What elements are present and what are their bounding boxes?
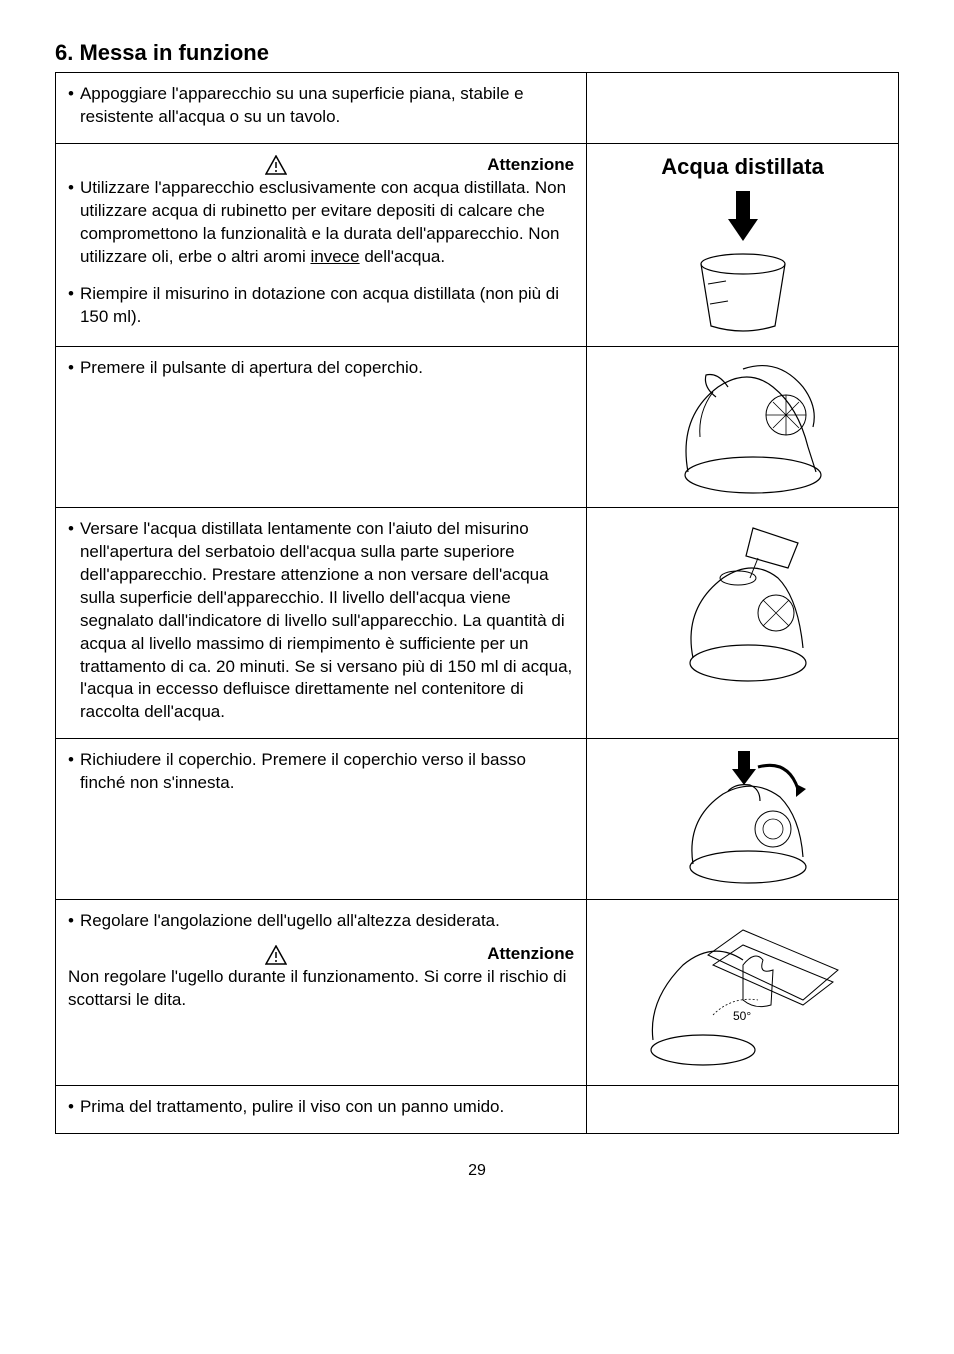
warning-label: Attenzione (487, 943, 574, 966)
bullet-icon: • (68, 357, 74, 380)
cup-arrow-illustration (678, 186, 808, 336)
step-text: Richiudere il coperchio. Premere il cope… (80, 749, 574, 795)
cell-image (587, 739, 899, 900)
page-number: 29 (55, 1162, 899, 1180)
cell-text: Attenzione • Utilizzare l'apparecchio es… (56, 143, 587, 346)
table-row: • Premere il pulsante di apertura del co… (56, 346, 899, 507)
cell-image (587, 346, 899, 507)
cell-image (587, 1086, 899, 1134)
step-text: Riempire il misurino in dotazione con ac… (80, 283, 574, 329)
cell-image: Acqua distillata (587, 143, 899, 346)
step-text: Versare l'acqua distillata lentamente co… (80, 518, 574, 724)
cell-text: • Regolare l'angolazione dell'ugello all… (56, 900, 587, 1086)
cell-image: 50° (587, 900, 899, 1086)
image-heading: Acqua distillata (599, 154, 886, 180)
pour-water-illustration (668, 518, 818, 688)
table-row: • Regolare l'angolazione dell'ugello all… (56, 900, 899, 1086)
cell-text: • Versare l'acqua distillata lentamente … (56, 507, 587, 738)
instructions-table: • Appoggiare l'apparecchio su una superf… (55, 72, 899, 1134)
table-row: • Appoggiare l'apparecchio su una superf… (56, 73, 899, 144)
step-text: Regolare l'angolazione dell'ugello all'a… (80, 910, 574, 933)
bullet-icon: • (68, 1096, 74, 1119)
bullet-icon: • (68, 283, 74, 329)
cell-text: • Prima del trattamento, pulire il viso … (56, 1086, 587, 1134)
table-row: • Versare l'acqua distillata lentamente … (56, 507, 899, 738)
text-fragment: dell'acqua. (360, 247, 445, 266)
warning-icon (265, 155, 287, 175)
table-row: Attenzione • Utilizzare l'apparecchio es… (56, 143, 899, 346)
angle-adjust-illustration: 50° (643, 910, 843, 1075)
step-text: Utilizzare l'apparecchio esclusivamente … (80, 177, 574, 269)
cell-image (587, 73, 899, 144)
bullet-icon: • (68, 518, 74, 724)
section-heading: 6. Messa in funzione (55, 40, 899, 66)
warning-text: Non regolare l'ugello durante il funzion… (68, 966, 574, 1012)
cell-text: • Premere il pulsante di apertura del co… (56, 346, 587, 507)
warning-icon (265, 945, 287, 965)
bullet-icon: • (68, 749, 74, 795)
device-open-illustration (658, 357, 828, 497)
step-text: Premere il pulsante di apertura del cope… (80, 357, 574, 380)
angle-label: 50° (733, 1009, 751, 1023)
step-text: Appoggiare l'apparecchio su una superfic… (80, 83, 574, 129)
table-row: • Richiudere il coperchio. Premere il co… (56, 739, 899, 900)
cell-image (587, 507, 899, 738)
bullet-icon: • (68, 83, 74, 129)
bullet-icon: • (68, 177, 74, 269)
warning-label: Attenzione (487, 154, 574, 177)
cell-text: • Richiudere il coperchio. Premere il co… (56, 739, 587, 900)
underlined-text: invece (310, 247, 359, 266)
table-row: • Prima del trattamento, pulire il viso … (56, 1086, 899, 1134)
bullet-icon: • (68, 910, 74, 933)
cell-text: • Appoggiare l'apparecchio su una superf… (56, 73, 587, 144)
close-lid-illustration (668, 749, 818, 889)
step-text: Prima del trattamento, pulire il viso co… (80, 1096, 574, 1119)
